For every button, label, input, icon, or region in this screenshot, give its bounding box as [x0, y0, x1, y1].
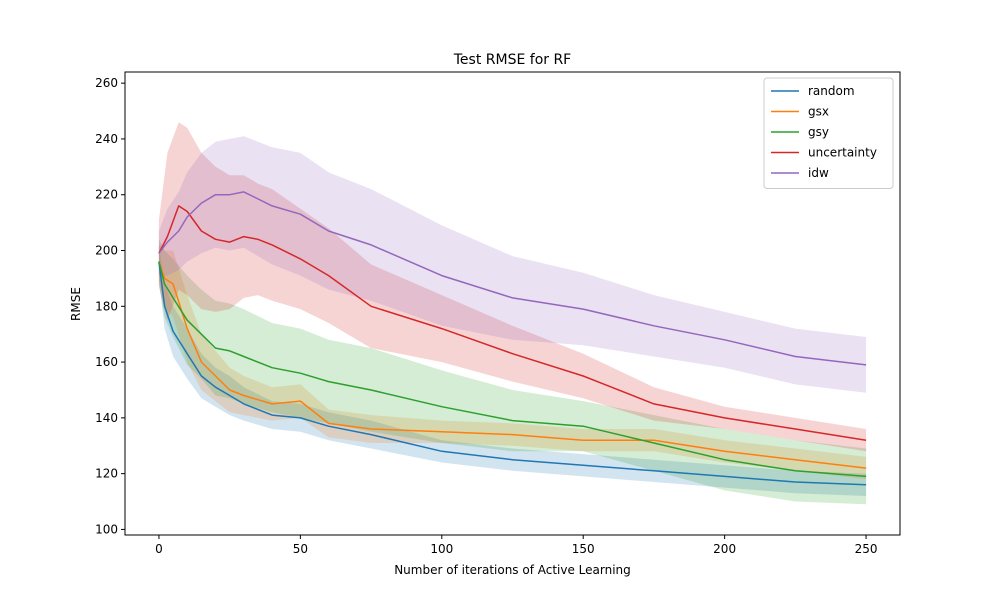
y-tick-label: 260 — [95, 76, 118, 90]
chart-title: Test RMSE for RF — [453, 52, 572, 68]
x-axis-ticks: 0 50 100 150 200 250 — [155, 535, 878, 556]
series-line-random — [158, 261, 867, 486]
x-tick-label: 50 — [293, 542, 308, 556]
legend-label-random: random — [808, 84, 855, 98]
x-tick-label: 250 — [855, 542, 878, 556]
legend-label-gsy: gsy — [808, 125, 829, 139]
legend-box — [763, 77, 894, 189]
y-tick-label: 160 — [95, 355, 118, 369]
y-axis-ticks: 100 120 140 160 180 200 220 240 260 — [95, 76, 125, 536]
legend-label-uncertainty: uncertainty — [808, 146, 877, 160]
series-line-gsx — [158, 261, 867, 469]
band-gsx — [158, 244, 867, 480]
y-tick-label: 240 — [95, 132, 118, 146]
y-tick-label: 120 — [95, 467, 118, 481]
x-axis-label: Number of iterations of Active Learning — [394, 563, 631, 577]
legend-label-gsx: gsx — [808, 105, 829, 119]
band-uncertainty — [158, 122, 867, 452]
x-tick-label: 150 — [572, 542, 595, 556]
series-line-idw — [158, 191, 867, 366]
legend-label-idw: idw — [808, 166, 829, 180]
series-line-gsy — [158, 261, 867, 478]
x-tick-label: 0 — [155, 542, 163, 556]
plot-area — [158, 122, 867, 505]
y-tick-label: 140 — [95, 411, 118, 425]
y-tick-label: 200 — [95, 244, 118, 258]
plot-frame — [124, 71, 901, 536]
band-idw — [158, 136, 867, 393]
band-random — [158, 244, 867, 496]
x-tick-label: 100 — [430, 542, 453, 556]
x-tick-label: 200 — [713, 542, 736, 556]
y-axis-label: RMSE — [69, 287, 83, 321]
y-tick-label: 100 — [95, 522, 118, 536]
y-tick-label: 180 — [95, 299, 118, 313]
legend: random gsx gsy uncertainty idw — [763, 77, 894, 189]
band-gsy — [158, 239, 867, 505]
y-tick-label: 220 — [95, 188, 118, 202]
